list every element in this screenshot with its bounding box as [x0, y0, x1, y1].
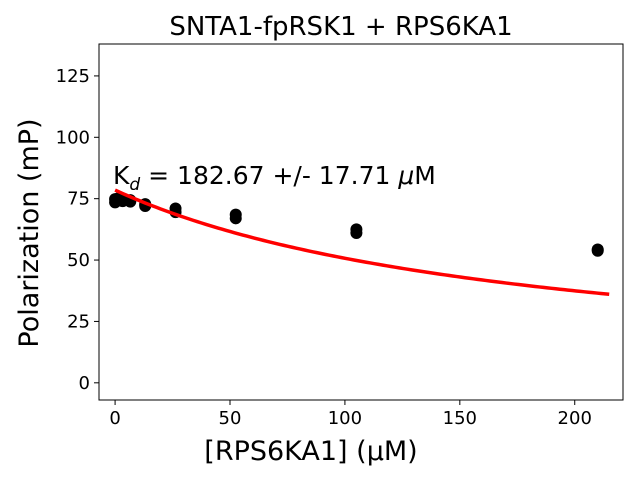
- y-tick-label: 75: [67, 189, 90, 210]
- x-tick-label: 100: [328, 408, 362, 429]
- kd-subscript: d: [129, 175, 140, 195]
- x-tick-label: 200: [558, 408, 592, 429]
- data-point: [229, 208, 242, 221]
- y-tick-label: 50: [67, 250, 90, 271]
- data-point: [350, 223, 363, 236]
- kd-mu: μ: [397, 161, 414, 190]
- x-axis-label: [RPS6KA1] (μM): [204, 436, 417, 467]
- plot-area: 0 50 100 150 200 0 25 50 75 100 125: [56, 43, 624, 429]
- chart-title: SNTA1-fpRSK1 + RPS6KA1: [169, 12, 512, 42]
- data-point: [591, 243, 604, 256]
- x-tick-label: 150: [443, 408, 477, 429]
- kd-annotation: Kd = 182.67 +/- 17.71 μM: [113, 161, 436, 195]
- y-tick-label: 125: [56, 66, 90, 87]
- kd-value: = 182.67 +/- 17.71: [140, 161, 398, 190]
- fit-curve: [114, 188, 610, 297]
- y-tick-label: 0: [79, 373, 90, 394]
- plot-frame: [98, 43, 624, 401]
- kd-unit: M: [414, 161, 436, 190]
- y-tick-label: 25: [67, 311, 90, 332]
- y-axis-label: Polarization (mP): [14, 118, 45, 347]
- x-tick-label: 0: [109, 408, 120, 429]
- x-tick-label: 50: [219, 408, 242, 429]
- y-tick-label: 100: [56, 127, 90, 148]
- kd-prefix: K: [113, 161, 130, 190]
